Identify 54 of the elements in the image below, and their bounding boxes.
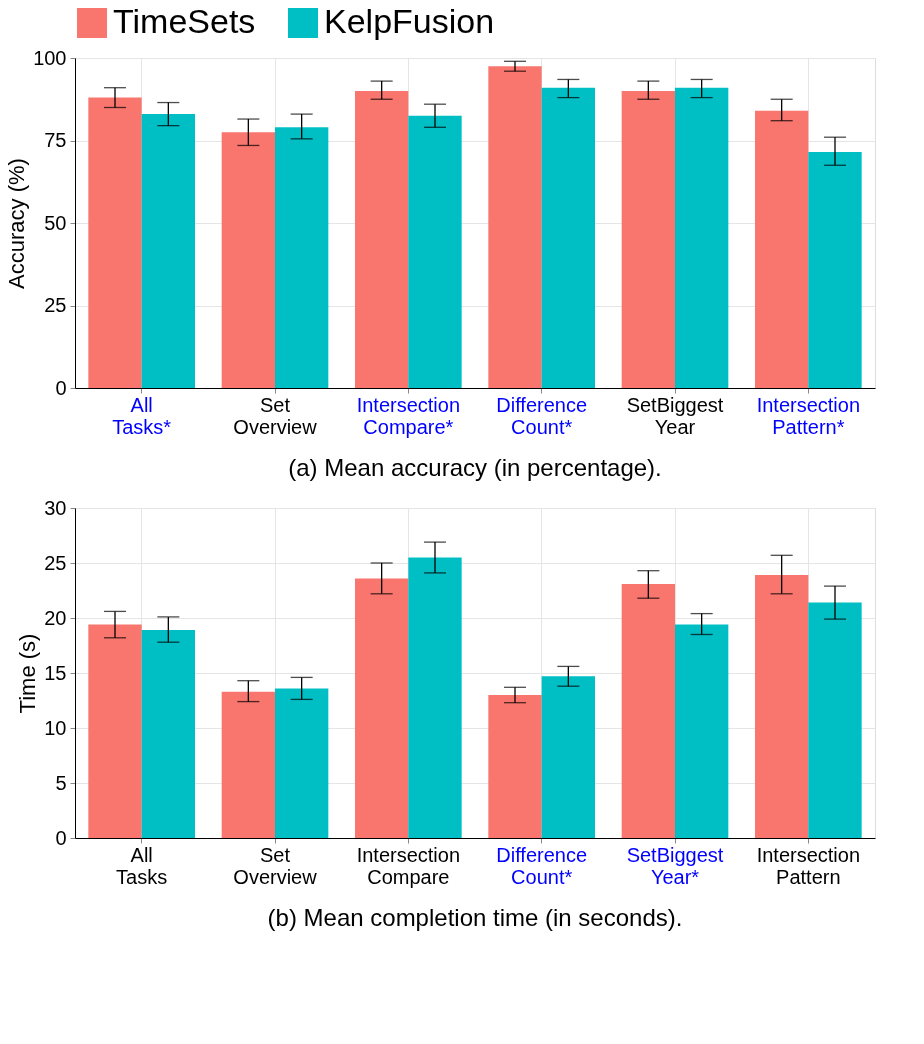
bar	[755, 575, 809, 838]
x-tick-label: Difference Count*	[496, 843, 588, 888]
bar	[88, 624, 142, 838]
x-tick-label: Difference Count*	[496, 393, 588, 438]
bar	[88, 97, 142, 388]
y-tick-label: 20	[44, 606, 67, 629]
x-tick-label: Set Overview	[233, 843, 318, 888]
legend-label: TimeSets	[113, 2, 256, 40]
bar	[488, 66, 542, 388]
bar	[675, 87, 729, 388]
x-tick-label: All Tasks*	[112, 393, 172, 438]
x-tick-label: SetBiggest Year	[626, 393, 724, 438]
bar	[808, 602, 862, 838]
x-tick-label: Intersection Compare*	[356, 393, 461, 438]
y-tick-label: 30	[44, 496, 67, 519]
bar	[675, 624, 729, 838]
bar	[541, 87, 595, 388]
y-tick-label: 5	[55, 771, 67, 794]
y-tick-label: 25	[44, 294, 67, 316]
x-tick-label: All Tasks	[116, 843, 168, 888]
bar	[141, 630, 195, 838]
y-axis-title: Accuracy (%)	[4, 158, 30, 289]
bar	[755, 110, 809, 388]
x-tick-label: SetBiggest Year*	[626, 843, 724, 888]
y-tick-label: 25	[44, 551, 67, 574]
x-tick-label: Intersection Compare	[356, 843, 461, 888]
bar	[221, 691, 275, 838]
y-tick-label: 100	[33, 46, 67, 69]
bar	[275, 688, 329, 838]
bar	[275, 127, 329, 388]
bar	[621, 583, 675, 838]
y-tick-label: 50	[44, 211, 67, 234]
bar	[408, 557, 462, 838]
y-axis-title: Time (s)	[15, 633, 41, 714]
bar	[621, 91, 675, 388]
legend-label: KelpFusion	[324, 2, 495, 40]
text: (a) Mean accuracy (in percentage).	[288, 454, 662, 481]
y-tick-label: 0	[55, 376, 67, 399]
y-tick-label: 75	[44, 129, 67, 151]
bar	[408, 115, 462, 388]
x-tick-label: Intersection Pattern*	[756, 393, 861, 438]
bar	[355, 578, 409, 838]
bar	[221, 132, 275, 388]
y-tick-label: 15	[44, 661, 67, 684]
y-tick-label: 10	[44, 716, 67, 739]
bar	[355, 91, 409, 388]
text: (b) Mean completion time (in seconds).	[267, 904, 683, 931]
bar	[488, 695, 542, 838]
x-tick-label: Intersection Pattern	[756, 843, 861, 888]
bar	[808, 152, 862, 388]
bar	[541, 676, 595, 838]
x-tick-label: Set Overview	[233, 393, 318, 438]
bar	[141, 114, 195, 388]
y-tick-label: 0	[55, 826, 67, 849]
